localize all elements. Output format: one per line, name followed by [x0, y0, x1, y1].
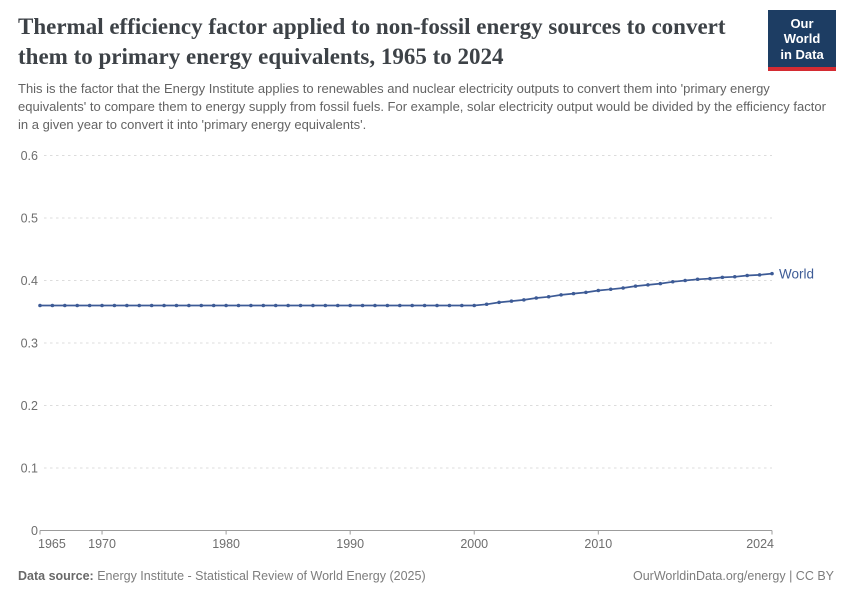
y-axis-label: 0.1: [21, 462, 38, 476]
data-point: [670, 279, 675, 284]
data-point: [646, 283, 650, 287]
data-point: [633, 284, 638, 288]
data-point: [397, 303, 402, 308]
data-point: [720, 275, 725, 280]
data-point: [162, 303, 166, 308]
data-point: [224, 303, 228, 308]
data-point: [112, 303, 117, 308]
data-point: [100, 303, 104, 308]
data-point: [360, 303, 365, 308]
data-point: [348, 303, 352, 308]
data-point: [137, 303, 142, 308]
data-point: [770, 271, 774, 276]
data-point: [745, 273, 749, 278]
data-point: [509, 299, 514, 303]
data-point: [571, 291, 576, 296]
data-point: [311, 303, 315, 308]
data-point: [38, 303, 42, 308]
data-source-text: Energy Institute - Statistical Review of…: [97, 569, 426, 583]
x-axis-label: 1980: [212, 537, 240, 551]
data-point: [621, 286, 625, 290]
data-point: [732, 274, 737, 279]
x-axis-label: 2010: [584, 537, 612, 551]
data-point: [435, 303, 439, 308]
data-point: [757, 273, 762, 277]
data-point: [373, 303, 377, 308]
attribution: OurWorldinData.org/energy | CC BY: [632, 569, 834, 583]
x-axis-label: 1965: [38, 537, 66, 551]
data-point: [497, 300, 501, 305]
data-point: [534, 296, 539, 300]
data-point: [298, 303, 303, 308]
owid-logo: Our World in Data: [768, 10, 836, 71]
data-point: [63, 303, 67, 308]
series-entity-label: World: [779, 267, 814, 282]
y-axis-label: 0: [31, 524, 38, 538]
data-point: [472, 303, 477, 308]
data-point: [559, 293, 563, 297]
data-point: [236, 303, 241, 308]
data-point: [584, 290, 588, 295]
data-point: [335, 303, 340, 308]
owid-logo-line2: in Data: [780, 46, 824, 62]
chart-footer: Data source: Energy Institute - Statisti…: [18, 569, 834, 583]
data-point: [385, 303, 390, 308]
data-point: [75, 303, 80, 308]
y-axis-label: 0.6: [21, 149, 38, 163]
data-source-label: Data source:: [18, 569, 94, 583]
series-line: [39, 272, 773, 307]
data-point: [658, 281, 663, 286]
chart-subtitle: This is the factor that the Energy Insti…: [18, 81, 826, 133]
data-point: [174, 303, 179, 308]
y-axis-label: 0.4: [21, 274, 38, 288]
x-axis-label: 1970: [88, 537, 116, 551]
data-point: [708, 276, 712, 281]
y-axis-label: 0.5: [21, 212, 38, 226]
data-point: [484, 302, 489, 307]
data-point: [261, 303, 266, 308]
page-title: Thermal efficiency factor applied to non…: [18, 14, 726, 69]
data-point: [460, 303, 464, 308]
data-source: Data source: Energy Institute - Statisti…: [18, 569, 426, 583]
data-point: [286, 303, 290, 308]
data-point: [522, 298, 526, 302]
data-point: [323, 303, 328, 308]
data-point: [273, 303, 278, 308]
data-point: [422, 303, 427, 308]
data-point: [87, 303, 92, 308]
y-axis-label: 0.3: [21, 337, 38, 351]
data-point: [125, 303, 129, 308]
data-point: [50, 303, 55, 308]
data-point: [447, 303, 452, 308]
data-point: [187, 303, 191, 308]
data-point: [249, 303, 253, 308]
data-point: [695, 277, 700, 282]
x-axis-label: 1990: [336, 537, 364, 551]
data-point: [410, 303, 415, 308]
data-point: [683, 278, 687, 283]
data-point: [149, 303, 154, 308]
data-point: [546, 294, 551, 299]
x-axis-label: 2024: [746, 537, 774, 551]
y-axis-label: 0.2: [21, 399, 38, 413]
data-point: [211, 303, 216, 308]
x-axis-label: 2000: [460, 537, 488, 551]
data-point: [596, 288, 601, 293]
data-point: [199, 303, 204, 308]
owid-logo-line1: Our World: [783, 16, 821, 47]
data-point: [608, 287, 613, 292]
